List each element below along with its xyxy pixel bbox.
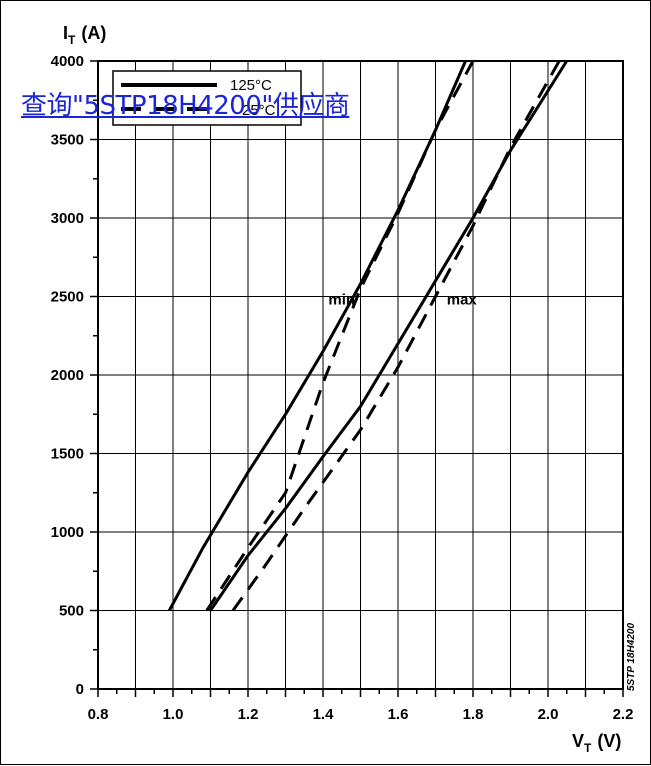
y-tick-label: 3500 — [51, 132, 84, 149]
legend-label-125: 125°C — [230, 77, 272, 94]
y-tick-label: 0 — [76, 681, 84, 698]
y-tick-label: 2000 — [51, 367, 84, 384]
y-tick-label: 1000 — [51, 524, 84, 541]
y-tick-label: 4000 — [51, 53, 84, 70]
x-tick-label: 2.2 — [613, 706, 634, 723]
axis-ticks: 0.8 1.0 1.2 1.4 1.6 1.8 2.0 2.2 0 500 1000 1500 2000… — [51, 53, 634, 723]
legend-box — [112, 70, 302, 126]
x-tick-label: 0.8 — [88, 706, 109, 723]
x-tick-label: 2.0 — [538, 706, 559, 723]
annotation-max: max — [447, 291, 478, 308]
x-axis-title: VT (V) — [572, 731, 621, 755]
supplier-query-link[interactable]: 查询"5STP18H4200"供应商 — [21, 91, 350, 121]
y-tick-label: 3000 — [51, 210, 84, 227]
series-min-25c — [205, 60, 475, 612]
y-tick-label: 1500 — [51, 446, 84, 463]
legend: 125°C 25°C — [112, 70, 302, 126]
x-tick-label: 1.2 — [238, 706, 259, 723]
legend-label-25: 25°C — [242, 102, 276, 119]
y-axis-title: IT (A) — [63, 23, 106, 47]
series-max-25c — [231, 60, 561, 612]
series-min-125c — [167, 60, 467, 612]
y-tick-label: 2500 — [51, 289, 84, 306]
series-max-125c — [209, 60, 568, 612]
x-tick-label: 1.4 — [313, 706, 335, 723]
grid — [98, 61, 623, 689]
series-group — [167, 60, 568, 612]
x-tick-label: 1.0 — [163, 706, 184, 723]
y-tick-label: 500 — [59, 603, 84, 620]
x-tick-label: 1.8 — [463, 706, 484, 723]
side-part-label: 5STP 18H4200 — [626, 623, 637, 691]
x-tick-label: 1.6 — [388, 706, 409, 723]
annotation-min: min — [328, 291, 355, 308]
